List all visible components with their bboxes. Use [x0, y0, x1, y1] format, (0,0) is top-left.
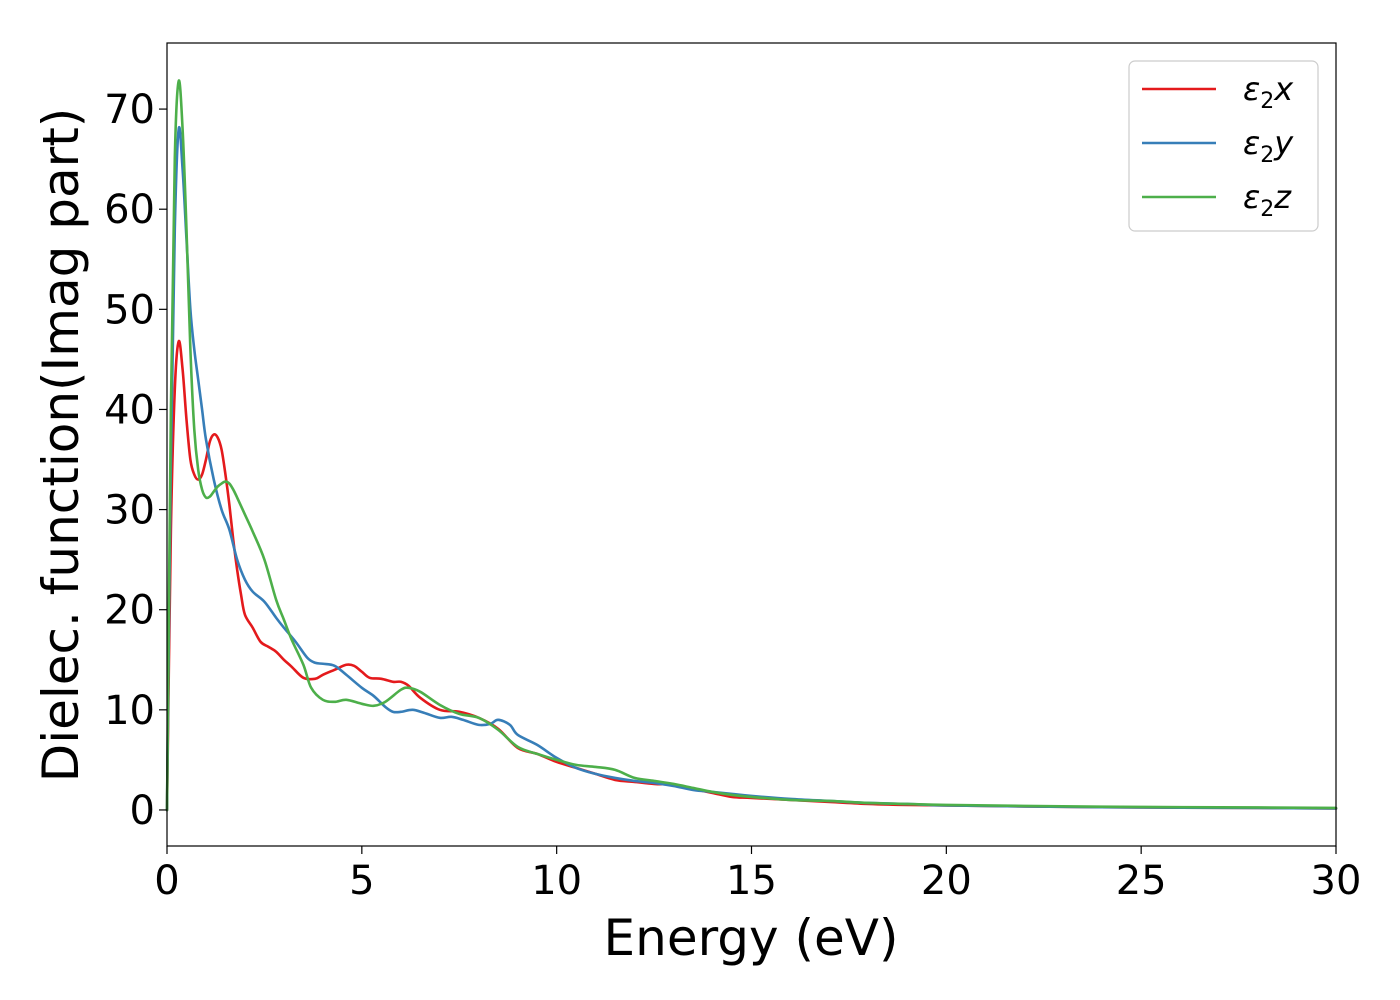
x-tick-label: 25 — [1116, 858, 1167, 904]
y-tick-label: 20 — [104, 588, 155, 634]
x-axis-label: Energy (eV) — [604, 909, 899, 967]
x-tick-label: 20 — [921, 858, 972, 904]
legend-label-z: ε2z — [1243, 178, 1292, 222]
y-tick-label: 70 — [104, 87, 155, 133]
y-tick-label: 40 — [104, 387, 155, 433]
y-tick-label: 30 — [104, 488, 155, 534]
legend-frame — [1128, 60, 1319, 232]
x-tick-label: 15 — [726, 858, 777, 904]
x-tick-label: 0 — [154, 858, 179, 904]
legend-label-x: ε2x — [1243, 70, 1294, 114]
x-tick-label: 5 — [349, 858, 374, 904]
y-tick-label: 50 — [104, 287, 155, 333]
legend-label-y: ε2y — [1243, 124, 1294, 168]
y-tick-label: 10 — [104, 688, 155, 734]
legend: ε2x ε2y ε2z — [1128, 60, 1319, 232]
y-tick-label: 60 — [104, 187, 155, 233]
y-axis-ticks: 0 10 20 30 40 50 60 70 — [104, 87, 167, 834]
y-tick-label: 0 — [130, 788, 155, 834]
x-tick-label: 10 — [531, 858, 582, 904]
x-tick-label: 30 — [1311, 858, 1362, 904]
plot-series — [165, 79, 1338, 812]
series-line-x — [165, 339, 1338, 812]
x-axis-ticks: 0 5 10 15 20 25 30 — [154, 846, 1361, 904]
y-axis-label: Dielec. function(Imag part) — [32, 108, 90, 783]
series-line-z — [165, 79, 1338, 812]
